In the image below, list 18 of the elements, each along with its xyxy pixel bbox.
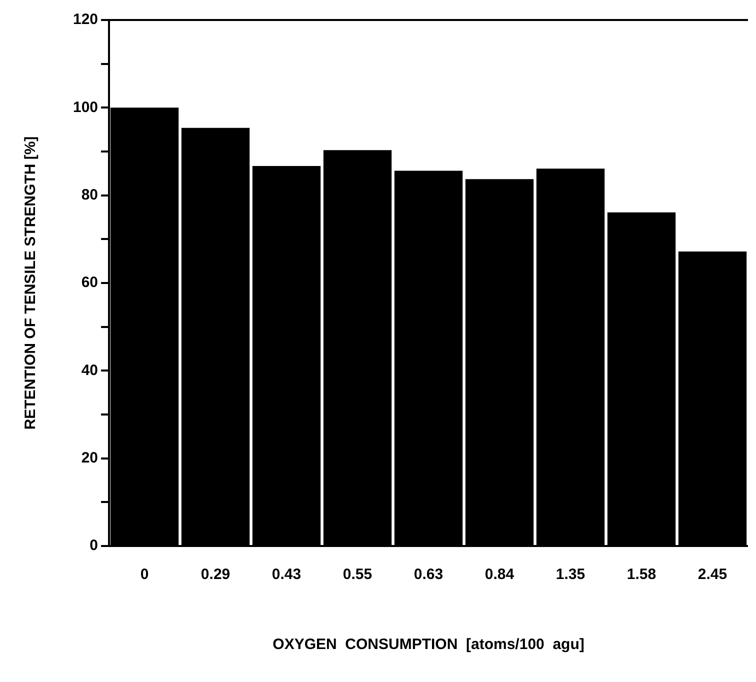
y-tick-label: 40: [81, 362, 98, 379]
x-tick-label: 0.84: [484, 566, 515, 584]
x-axis-title: OXYGEN CONSUMPTION [atoms/100 agu]: [272, 636, 584, 654]
y-tick-label: 60: [81, 274, 98, 292]
x-tick-label: 0.55: [342, 566, 372, 584]
y-tick-label: 20: [81, 449, 98, 466]
x-tick-label: 2.45: [698, 566, 728, 584]
x-tick-label: 1.35: [556, 566, 586, 584]
y-tick-label: 80: [81, 186, 98, 204]
y-tick-label: 0: [90, 537, 98, 554]
y-tick-label: 100: [72, 98, 98, 116]
x-tick-label: 0.63: [414, 566, 444, 584]
y-tick-label: 120: [72, 11, 98, 28]
x-tick-label: 0: [140, 566, 149, 584]
x-tick-label: 0.43: [272, 566, 302, 584]
x-tick-label: 0.29: [200, 566, 230, 584]
y-axis-title: RETENTION OF TENSILE STRENGTH [%]: [22, 136, 40, 430]
x-tick-label: 1.58: [626, 566, 656, 584]
